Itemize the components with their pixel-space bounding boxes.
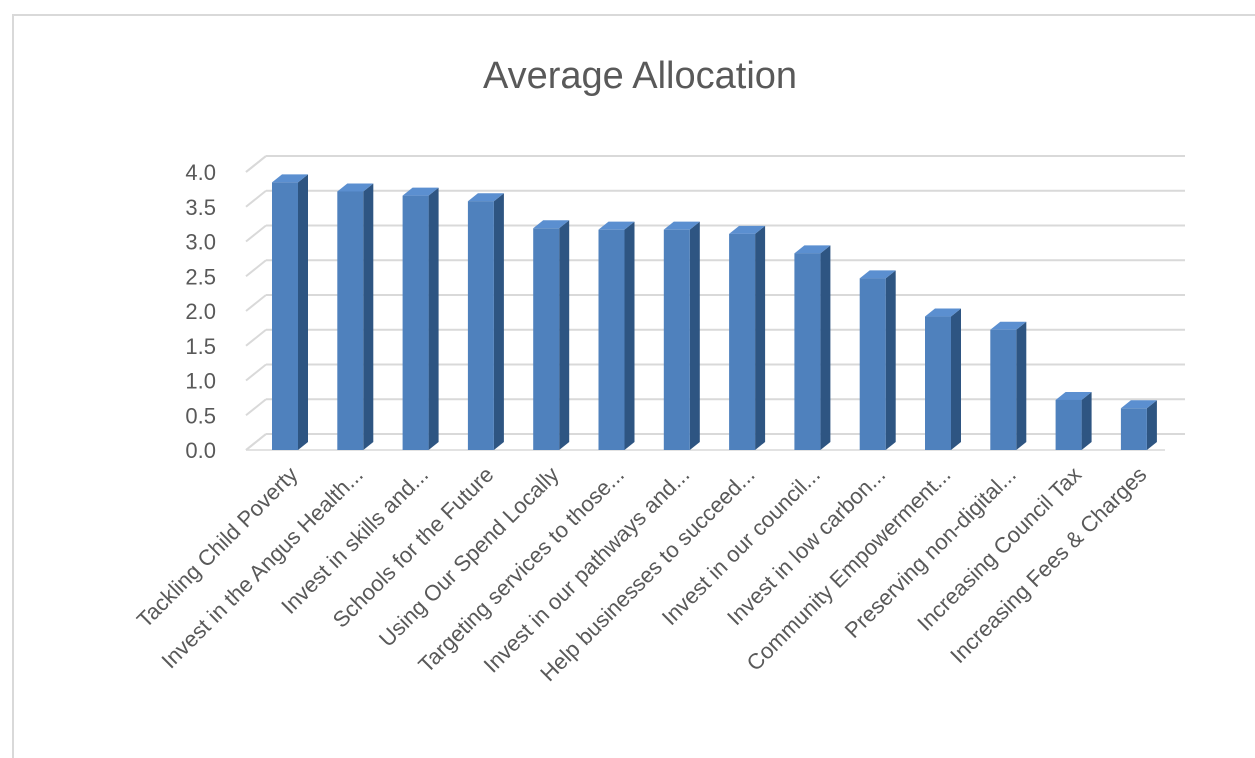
gridline-diagonal: [245, 259, 267, 278]
bar: [598, 221, 635, 450]
bar: [272, 174, 308, 451]
bar-front: [402, 195, 429, 450]
bar-front: [467, 201, 494, 450]
bars: [272, 174, 1157, 451]
bar-side: [1081, 391, 1092, 450]
bar-side: [624, 221, 635, 450]
y-tick-label: 3.5: [185, 195, 216, 220]
bar-top: [402, 187, 439, 196]
bar-front: [533, 228, 560, 450]
bar-side: [493, 193, 504, 450]
bar: [990, 321, 1027, 450]
bar: [467, 193, 504, 450]
bar-front: [859, 278, 886, 450]
bar-front: [794, 253, 821, 450]
bar: [663, 221, 700, 450]
gridline-diagonal: [245, 328, 267, 347]
bar-top: [337, 183, 374, 192]
bar: [1120, 400, 1157, 450]
bar-front: [990, 329, 1017, 450]
bar-side: [428, 187, 439, 450]
bar-side: [559, 220, 570, 450]
bar-front: [925, 316, 951, 450]
bar-side: [885, 270, 896, 450]
gridline-diagonal: [245, 398, 267, 417]
bar-front: [337, 191, 364, 450]
bar-top: [925, 308, 961, 317]
bar-top: [1055, 391, 1092, 400]
y-axis: 0.0 0.5 1.0 1.5 2.0 2.5 3.0 3.5 4.0: [185, 160, 216, 463]
bar: [794, 245, 831, 450]
y-tick-label: 0.5: [185, 403, 216, 428]
y-tick-label: 2.0: [185, 299, 216, 324]
gridline-diagonal: [245, 155, 267, 173]
bar-front: [663, 229, 690, 450]
gridline-diagonal: [245, 363, 267, 382]
y-tick-label: 0.0: [185, 438, 216, 463]
bar-front: [1055, 399, 1082, 450]
bar-side: [298, 174, 308, 451]
bar: [402, 187, 439, 450]
bar-top: [663, 221, 700, 230]
bar: [1055, 391, 1092, 450]
bar-top: [990, 321, 1027, 330]
bar-front: [272, 182, 298, 451]
bar-top: [859, 270, 896, 279]
bar-front: [729, 233, 756, 450]
bar-top: [729, 225, 766, 234]
y-tick-label: 4.0: [185, 160, 216, 185]
gridline-diagonal: [245, 433, 267, 451]
bar: [925, 308, 961, 450]
bar-top: [467, 193, 504, 202]
bar-side: [1146, 400, 1157, 450]
gridline-diagonal: [245, 294, 267, 312]
bar-front: [598, 229, 625, 450]
bar-side: [363, 183, 374, 450]
bar-front: [1120, 408, 1147, 450]
gridline-diagonal: [245, 189, 267, 208]
chart-title: Average Allocation: [483, 55, 797, 97]
bar-top: [1120, 400, 1157, 409]
bar: [859, 270, 896, 450]
y-tick-label: 1.5: [185, 334, 216, 359]
frame-border-top: [12, 14, 1255, 16]
gridlines: [245, 155, 1185, 451]
gridline-diagonal: [245, 224, 267, 243]
bar-top: [794, 245, 831, 254]
bar-side: [755, 225, 766, 450]
bar-side: [1016, 321, 1027, 450]
y-tick-label: 2.5: [185, 264, 216, 289]
y-tick-label: 3.0: [185, 230, 216, 255]
bar: [729, 225, 766, 450]
bar-top: [533, 220, 570, 229]
frame-border-left: [12, 14, 14, 758]
bar-side: [951, 308, 961, 450]
bar: [533, 220, 570, 450]
bar: [337, 183, 374, 450]
bar-side: [689, 221, 700, 450]
y-tick-label: 1.0: [185, 369, 216, 394]
bar-top: [272, 174, 308, 183]
bar-top: [598, 221, 635, 230]
bar-side: [820, 245, 831, 450]
